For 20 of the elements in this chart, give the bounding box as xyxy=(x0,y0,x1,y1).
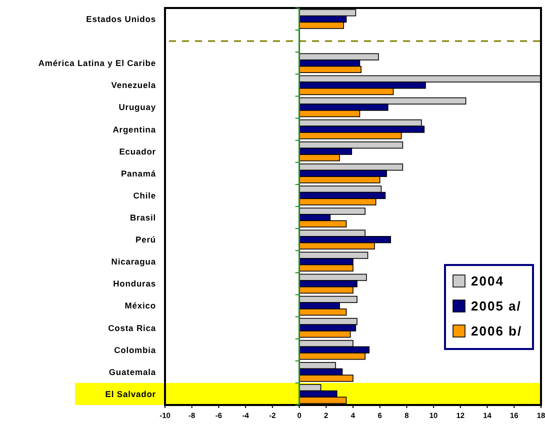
y-tick-label: Perú xyxy=(136,234,156,245)
y-tick-label: México xyxy=(124,300,156,311)
y-tick-label: Honduras xyxy=(113,278,156,289)
y-tick-label: Uruguay xyxy=(118,102,156,112)
y-tick-label: Ecuador xyxy=(119,146,156,156)
y-tick-label: Nicaragua xyxy=(111,256,156,267)
y-tick-label: Guatemala xyxy=(108,366,156,377)
y-tick-label: Colombia xyxy=(114,344,156,355)
legend-label: 2005 a/ xyxy=(471,298,522,314)
y-tick-label: Estados Unidos xyxy=(86,14,156,24)
legend-label: 2006 b/ xyxy=(471,324,522,339)
y-tick-label: Brasil xyxy=(130,212,156,223)
y-tick-label: Venezuela xyxy=(111,80,156,90)
y-tick-label: Panamá xyxy=(120,168,156,178)
legend-label: 2004 xyxy=(471,274,504,289)
y-tick-label: Costa Rica xyxy=(108,322,156,333)
y-tick-label: Argentina xyxy=(112,124,156,134)
y-tick-label: América Latina y El Caribe xyxy=(38,58,156,68)
y-tick-label: El Salvador xyxy=(105,388,156,399)
y-tick-label: Chile xyxy=(133,190,156,200)
